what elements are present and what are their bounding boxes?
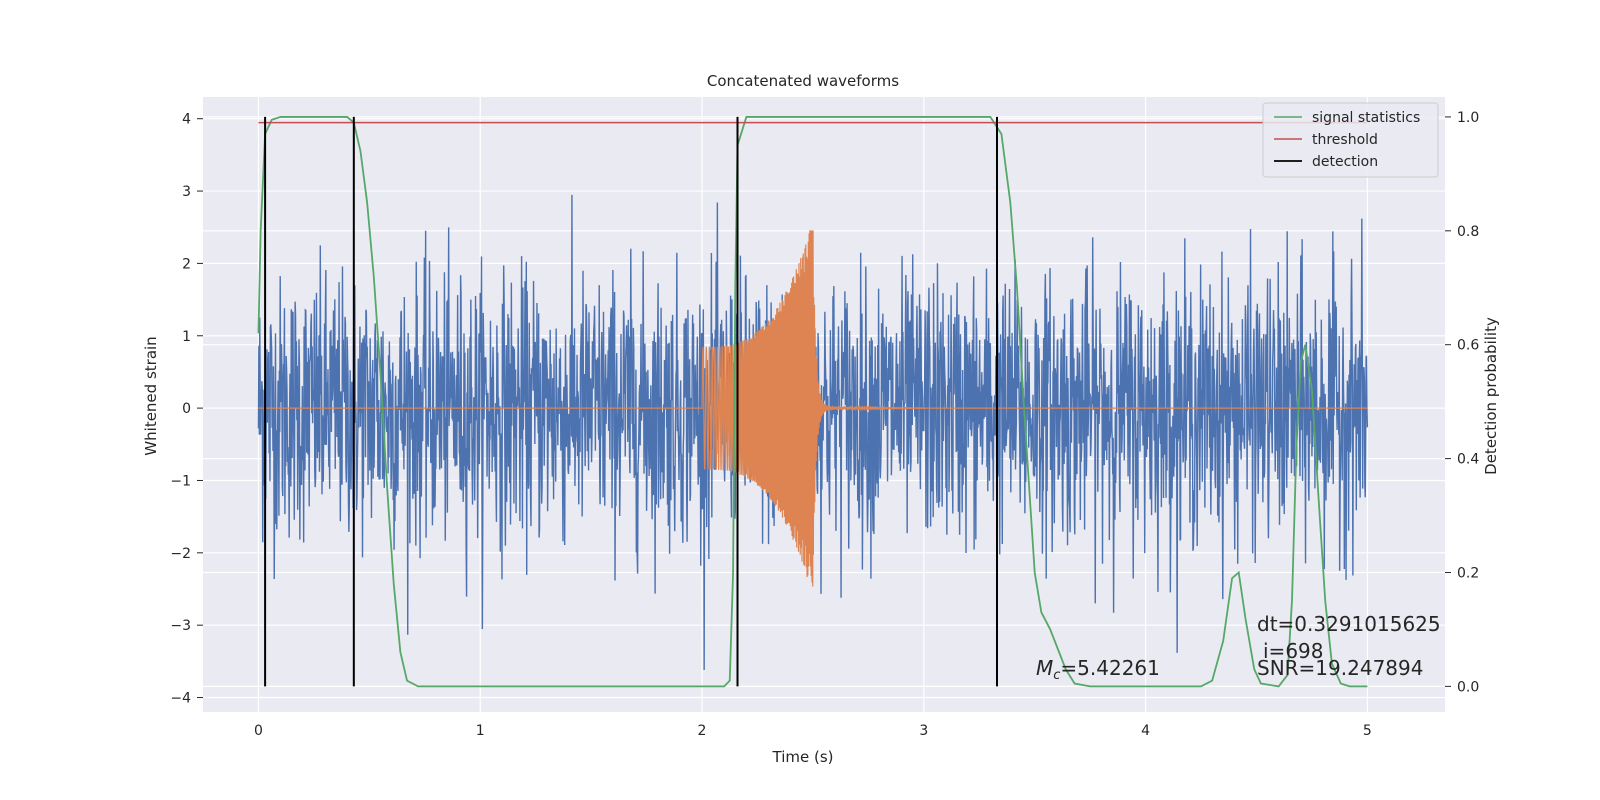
x-tick-label: 0 <box>254 723 263 739</box>
mc-subscript: c <box>1053 668 1060 683</box>
mc-symbol: M <box>1036 656 1053 680</box>
y-tick-label-left: −3 <box>170 618 191 634</box>
x-axis-label: Time (s) <box>772 748 834 766</box>
legend-label-threshold: threshold <box>1312 132 1378 148</box>
y-tick-label-right: 0.8 <box>1457 224 1479 240</box>
y-tick-label-right: 0.6 <box>1457 338 1479 354</box>
y-axis-right-ticks: 0.0 0.2 0.4 0.6 0.8 1.0 <box>1445 110 1479 695</box>
y-tick-label-right: 0.4 <box>1457 452 1479 468</box>
chart-title: Concatenated waveforms <box>707 72 899 90</box>
x-tick-label: 4 <box>1141 723 1150 739</box>
y-axis-right-label: Detection probability <box>1482 317 1500 475</box>
y-tick-label-right: 0.2 <box>1457 565 1479 581</box>
y-tick-label-left: 3 <box>182 184 191 200</box>
signal-statistics-series <box>257 116 1368 688</box>
legend: signal statistics threshold detection <box>1262 102 1439 178</box>
y-axis-left-ticks: −4 −3 −2 −1 0 1 2 3 4 <box>170 112 203 707</box>
plot-area <box>203 97 1445 712</box>
i-annotation: i=698 <box>1263 639 1324 663</box>
signal-statistics-line <box>257 116 1368 688</box>
x-tick-label: 3 <box>919 723 928 739</box>
y-tick-label-left: 1 <box>182 329 191 345</box>
signal-series <box>258 230 1368 587</box>
detection-series <box>264 116 998 687</box>
y-tick-label-left: −2 <box>170 546 191 562</box>
y-axis-left-label: Whitened strain <box>142 336 160 455</box>
signal-line <box>258 230 1368 587</box>
x-tick-label: 5 <box>1363 723 1372 739</box>
x-axis-ticks: 0 1 2 3 4 5 <box>254 723 1372 739</box>
x-tick-label: 1 <box>476 723 485 739</box>
y-tick-label-left: −1 <box>170 473 191 489</box>
annotations: Mc=5.42261 dt=0.3291015625 i=698 SNR=19.… <box>1036 612 1441 683</box>
y-tick-label-left: 2 <box>182 256 191 272</box>
y-tick-label-left: −4 <box>170 691 191 707</box>
legend-label-signal-statistics: signal statistics <box>1312 110 1420 126</box>
legend-label-detection: detection <box>1312 154 1378 170</box>
y-tick-label-right: 0.0 <box>1457 679 1479 695</box>
y-tick-label-right: 1.0 <box>1457 110 1479 126</box>
y-tick-label-left: 4 <box>182 112 191 128</box>
legend-box <box>1262 102 1439 178</box>
snr-annotation: SNR=19.247894 <box>1257 656 1423 680</box>
mc-annotation: Mc=5.42261 <box>1036 656 1160 683</box>
mc-value: =5.42261 <box>1060 656 1159 680</box>
x-tick-label: 2 <box>698 723 707 739</box>
y-tick-label-left: 0 <box>182 401 191 417</box>
dt-annotation: dt=0.3291015625 <box>1257 612 1441 636</box>
